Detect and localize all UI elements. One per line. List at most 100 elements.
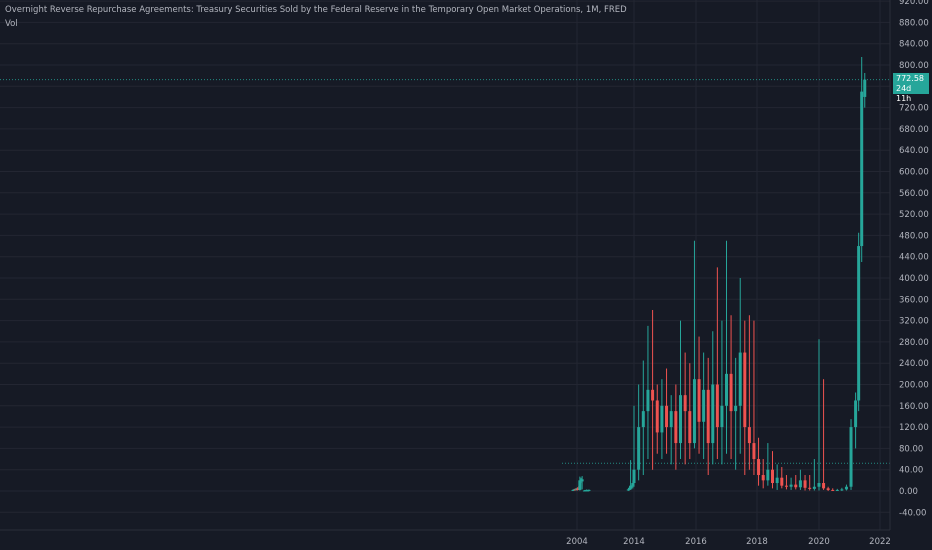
candle-body: [803, 480, 807, 488]
candle-body: [857, 246, 861, 401]
candle-body: [729, 373, 733, 412]
candle-body: [860, 91, 864, 247]
candle-body: [702, 389, 706, 422]
price-tick-label: 0.00: [899, 487, 918, 497]
time-tick-label: 2014: [623, 537, 645, 547]
candle-body: [679, 395, 682, 444]
candle-body: [720, 405, 724, 428]
candle-body: [697, 379, 701, 422]
candle-body: [683, 395, 687, 412]
candle-body: [835, 489, 839, 491]
price-tick-label: 880.00: [899, 18, 929, 28]
candle-body: [637, 427, 641, 470]
candle-body: [725, 373, 728, 406]
candle-body: [743, 352, 747, 428]
candle-body: [780, 477, 784, 486]
candle-body: [655, 400, 659, 433]
price-tick-label: 320.00: [899, 317, 929, 327]
candle-body: [715, 384, 719, 428]
candle-body: [822, 483, 826, 489]
candle-body: [794, 484, 798, 488]
candle-body: [747, 427, 751, 444]
price-tick-label: 560.00: [899, 189, 929, 199]
time-tick-label: 2022: [869, 537, 891, 547]
candle-body: [863, 79, 867, 97]
candle-body: [585, 489, 589, 491]
candle-body: [761, 475, 765, 481]
candle-body: [584, 490, 588, 492]
candle-body: [798, 480, 802, 488]
candle-body: [752, 443, 756, 460]
candle-body: [817, 483, 821, 487]
candle-body: [757, 459, 761, 476]
candle-body: [854, 400, 858, 428]
price-tick-label: 640.00: [899, 146, 929, 156]
candle-body: [789, 484, 793, 487]
candle-body: [844, 486, 848, 490]
candle-body: [571, 489, 575, 491]
time-tick-label: 2020: [808, 537, 830, 547]
candle-body: [629, 485, 633, 489]
price-tick-label: 120.00: [899, 423, 929, 433]
candle-body: [688, 411, 692, 444]
price-tick-label: 240.00: [899, 359, 929, 369]
bar-countdown: 24d 11h: [896, 84, 912, 103]
candle-body: [808, 487, 812, 489]
price-tick-label: -40.00: [899, 508, 926, 518]
candle-body: [669, 411, 673, 428]
candle-body: [578, 480, 582, 490]
candle-body: [627, 487, 631, 490]
candle-body: [641, 411, 645, 428]
candle-body: [734, 405, 738, 412]
candle-body: [766, 469, 770, 481]
candle-body: [826, 488, 830, 490]
time-tick-label: 2018: [746, 537, 768, 547]
candle-body: [711, 384, 715, 444]
price-tick-label: 200.00: [899, 381, 929, 391]
price-tick-label: 720.00: [899, 104, 929, 114]
candle-body: [631, 483, 635, 486]
candle-body: [651, 389, 655, 401]
price-tick-label: 280.00: [899, 338, 929, 348]
series-title: Overnight Reverse Repurchase Agreements:…: [5, 5, 627, 15]
candle-body: [630, 485, 634, 487]
candle-body: [580, 479, 584, 482]
price-tick-label: 80.00: [899, 444, 923, 454]
last-price-badge: 772.58 24d 11h: [893, 73, 929, 103]
price-tick-label: 480.00: [899, 231, 929, 241]
candle-body: [665, 405, 669, 428]
candle-body: [831, 489, 835, 491]
last-price-value: 772.58: [896, 74, 924, 83]
price-tick-label: 520.00: [899, 210, 929, 220]
candle-body: [775, 477, 779, 484]
time-axis[interactable]: 2004 2014 2016 2018 2020 2022: [566, 537, 891, 547]
price-tick-label: 680.00: [899, 125, 929, 135]
candle-body: [771, 469, 774, 484]
grid-lines: [0, 0, 890, 530]
candle-body: [587, 489, 591, 491]
price-tick-label: 160.00: [899, 402, 929, 412]
time-tick-label: 2016: [685, 537, 707, 547]
volume-label: Vol: [5, 19, 18, 29]
candle-body: [632, 469, 636, 484]
price-tick-label: 600.00: [899, 168, 929, 178]
time-tick-label: 2004: [566, 537, 588, 547]
candle-body: [626, 489, 630, 491]
candle-body: [706, 389, 710, 444]
candle-body: [849, 427, 853, 487]
price-tick-label: 40.00: [899, 466, 923, 476]
price-tick-label: 400.00: [899, 274, 929, 284]
price-tick-label: 440.00: [899, 253, 929, 263]
candle-body: [738, 352, 742, 406]
candles: [571, 57, 867, 492]
candle-body: [646, 389, 650, 412]
price-tick-label: 920.00: [899, 0, 929, 7]
candle-body: [674, 411, 678, 444]
horizontal-lines: [0, 79, 890, 464]
candle-body: [840, 489, 844, 491]
price-tick-label: 360.00: [899, 295, 929, 305]
candle-body: [692, 379, 696, 444]
candle-body: [812, 486, 816, 489]
